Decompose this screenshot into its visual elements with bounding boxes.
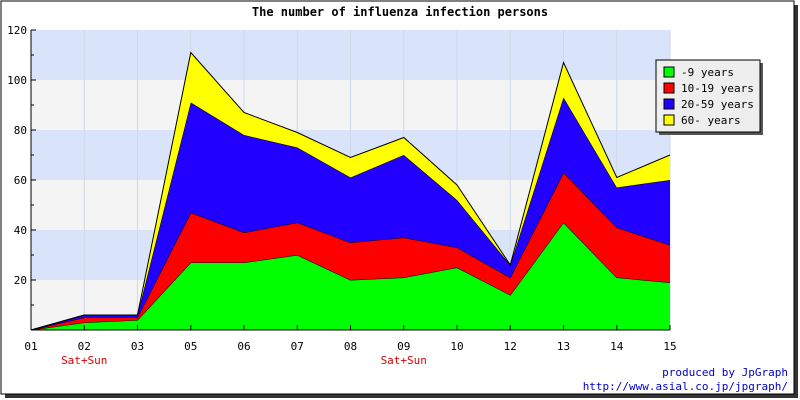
x-tick-label: 07 [291, 340, 304, 353]
y-tick-label: 80 [14, 124, 27, 137]
x-tick-label: 01 [24, 340, 37, 353]
legend: -9 years 10-19 years 20-59 years 60- years [655, 59, 763, 135]
footer-url[interactable]: http://www.asial.co.jp/jpgraph/ [583, 380, 788, 393]
y-tick-label: 20 [14, 274, 27, 287]
stacked-areas [30, 51, 671, 331]
x-tick-note: Sat+Sun [61, 354, 107, 367]
legend-label: 60- years [681, 114, 741, 127]
x-tick-label: 05 [184, 340, 197, 353]
y-axis-ticks: 20 40 60 80 100 120 [7, 24, 36, 306]
y-tick-label: 40 [14, 224, 27, 237]
x-tick-label: 09 [397, 340, 410, 353]
x-tick-note: Sat+Sun [381, 354, 427, 367]
x-tick-label: 14 [610, 340, 624, 353]
area-series-2 [31, 172, 670, 330]
legend-swatch [663, 114, 675, 126]
area-series-3 [31, 97, 670, 330]
x-tick-label: 13 [557, 340, 570, 353]
legend-swatch [663, 82, 675, 94]
x-tick-label: 06 [237, 340, 250, 353]
y-tick-label: 100 [7, 74, 27, 87]
y-tick-label: 60 [14, 174, 27, 187]
x-tick-label: 08 [344, 340, 357, 353]
footer-credit: produced by JpGraph [662, 366, 788, 379]
chart-title: The number of influenza infection person… [252, 5, 548, 19]
legend-swatch [663, 66, 675, 78]
y-tick-label: 120 [7, 24, 27, 37]
legend-label: 10-19 years [681, 82, 754, 95]
legend-label: -9 years [681, 66, 734, 79]
x-tick-label: 10 [450, 340, 463, 353]
x-tick-label: 15 [663, 340, 676, 353]
x-tick-label: 12 [504, 340, 517, 353]
area-outline-4 [30, 51, 671, 331]
area-series-1 [31, 222, 670, 330]
legend-label: 20-59 years [681, 98, 754, 111]
legend-swatch [663, 98, 675, 110]
x-tick-label: 02 [78, 340, 91, 353]
x-tick-label: 03 [131, 340, 144, 353]
